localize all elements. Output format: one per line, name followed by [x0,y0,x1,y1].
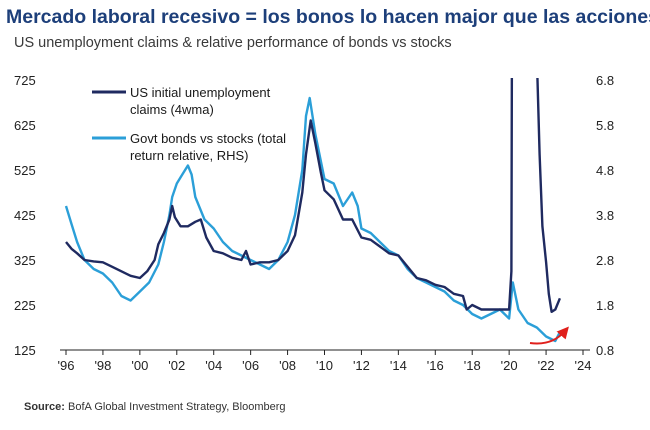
y-axis-left: 125 225 325 425 525 625 725 [14,73,36,358]
legend-label-claims-line2: claims (4wma) [130,102,214,117]
x-tick-label: '96 [58,358,75,373]
x-tick-label: '06 [242,358,259,373]
trend-arrow-annotation [529,326,569,345]
y-axis-right: 0.8 1.8 2.8 3.8 4.8 5.8 6.8 [596,73,614,358]
chart-title: Mercado laboral recesivo = los bonos lo … [6,6,650,28]
series-line-bonds [64,96,561,343]
y-left-tick-label: 425 [14,208,36,223]
x-tick-label: '04 [205,358,222,373]
legend-label-bonds-line1: Govt bonds vs stocks (total [130,131,286,146]
y-right-tick-label: 5.8 [596,118,614,133]
source-text: BofA Global Investment Strategy, Bloombe… [68,401,286,413]
x-tick-label: '02 [168,358,185,373]
x-tick-label: '16 [427,358,444,373]
x-tick-label: '18 [464,358,481,373]
y-left-tick-label: 325 [14,253,36,268]
y-left-tick-label: 225 [14,298,36,313]
y-right-tick-label: 4.8 [596,163,614,178]
y-right-tick-label: 1.8 [596,298,614,313]
x-axis: '96 '98 '00 '02 '04 '06 '08 '10 '12 '14 '16 '18 '20 '… [58,350,592,373]
x-tick-label: '22 [538,358,555,373]
x-tick-label: '98 [94,358,111,373]
y-left-tick-label: 525 [14,163,36,178]
legend: US initial unemployment claims (4wma) Go… [92,85,286,163]
x-tick-label: '24 [575,358,592,373]
y-right-tick-label: 2.8 [596,253,614,268]
source-note: Source: BofA Global Investment Strategy,… [24,401,286,413]
x-tick-label: '00 [131,358,148,373]
y-left-tick-label: 625 [14,118,36,133]
x-tick-label: '14 [390,358,407,373]
x-tick-label: '20 [501,358,518,373]
chart-subtitle: US unemployment claims & relative perfor… [14,35,452,51]
y-left-tick-label: 725 [14,73,36,88]
y-right-tick-label: 3.8 [596,208,614,223]
series-line-claims [65,78,562,313]
x-tick-label: '10 [316,358,333,373]
y-left-tick-label: 125 [14,343,36,358]
source-label: Source: [24,401,65,413]
x-tick-label: '12 [353,358,370,373]
y-right-tick-label: 6.8 [596,73,614,88]
legend-label-bonds-line2: return relative, RHS) [130,148,248,163]
legend-label-claims-line1: US initial unemployment [130,85,271,100]
x-tick-label: '08 [279,358,296,373]
y-right-tick-label: 0.8 [596,343,614,358]
